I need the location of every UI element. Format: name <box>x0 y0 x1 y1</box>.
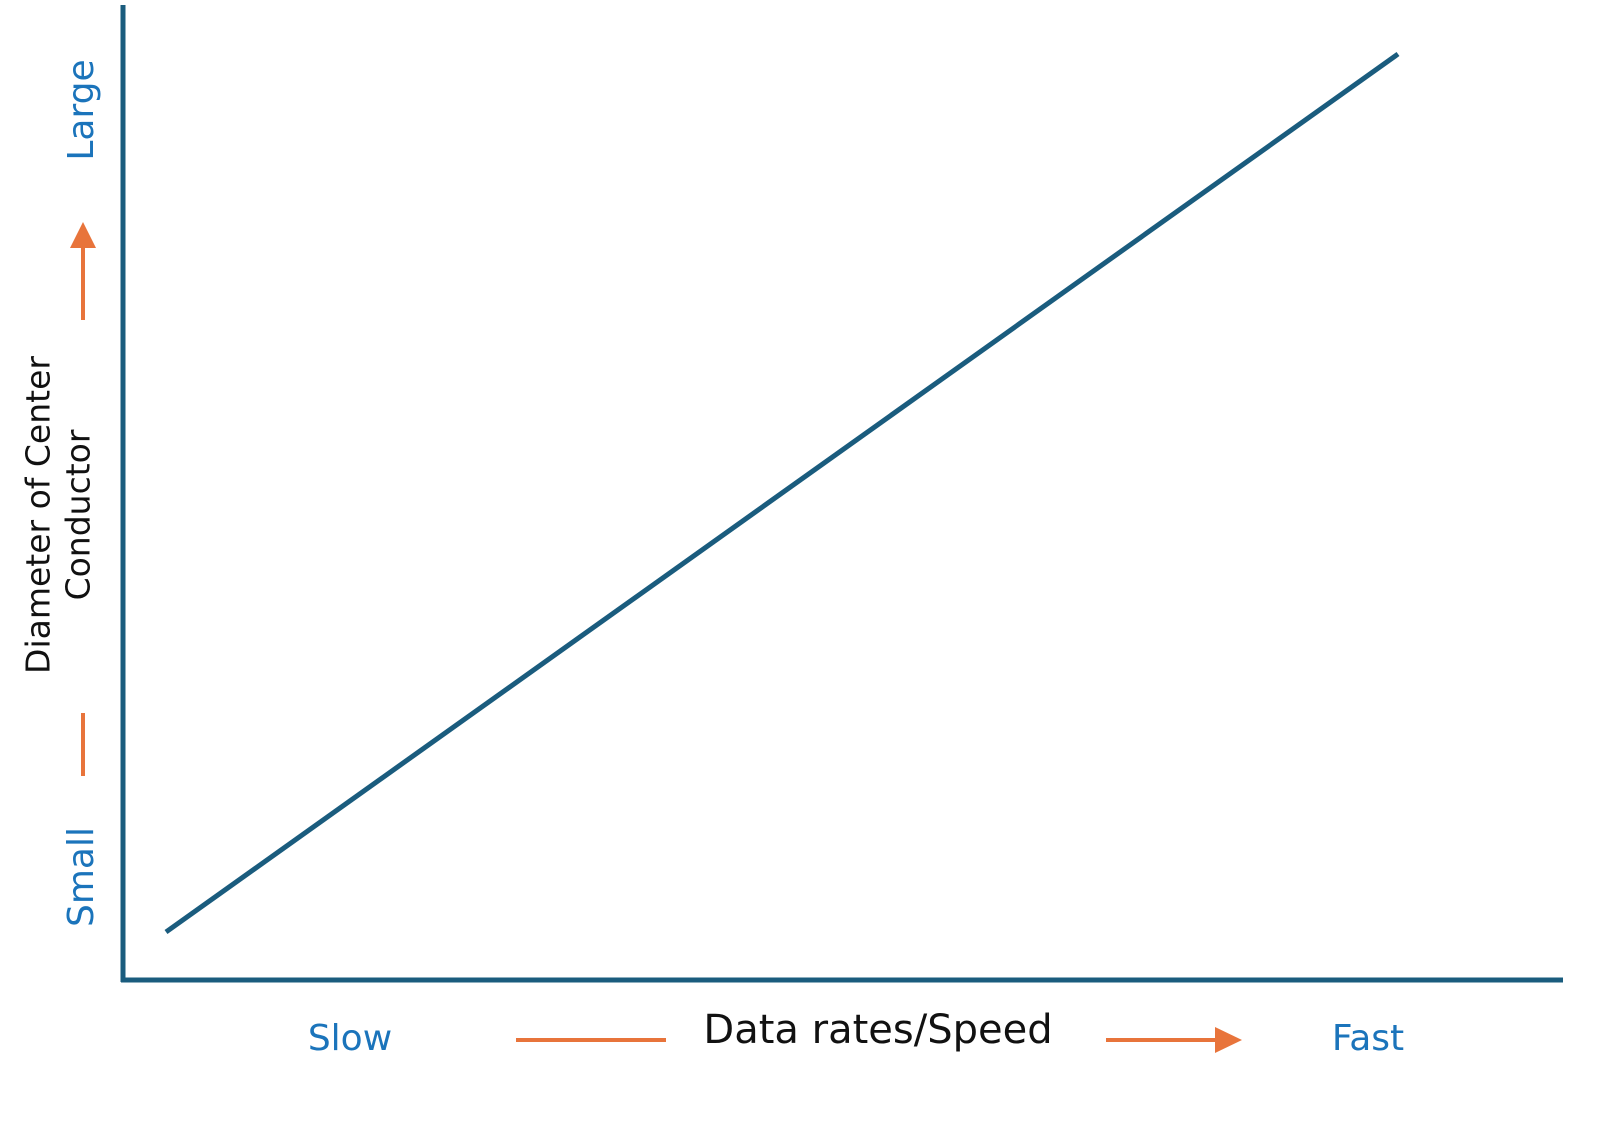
y-low-label: Small <box>61 827 102 927</box>
x-arrow-head <box>1215 1027 1242 1053</box>
y-axis-title: Diameter of Center <box>19 356 58 674</box>
y-high-label: Large <box>61 59 102 160</box>
x-low-label: Slow <box>308 1018 392 1059</box>
x-high-label: Fast <box>1332 1018 1404 1059</box>
x-axis-title: Data rates/Speed <box>703 1007 1052 1053</box>
trend-line <box>164 51 1400 935</box>
y-arrow-head <box>70 222 96 248</box>
y-axis-title: Conductor <box>59 429 98 600</box>
